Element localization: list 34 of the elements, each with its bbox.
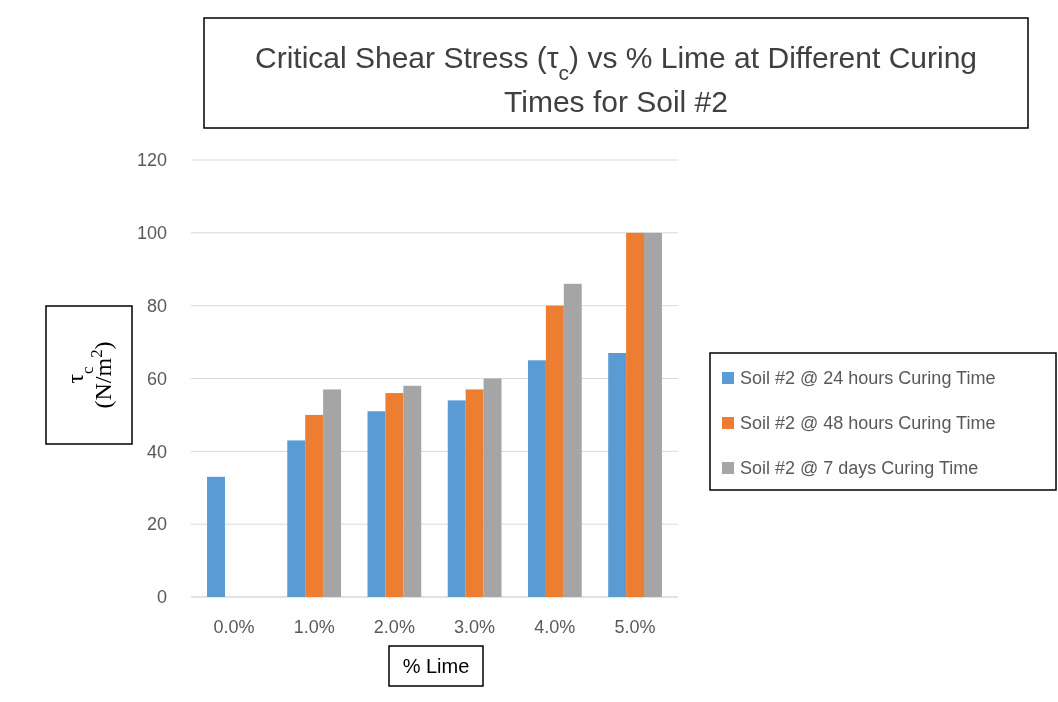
legend-label: Soil #2 @ 48 hours Curing Time: [740, 413, 996, 434]
x-tick-label: 1.0%: [293, 617, 335, 637]
bar: [447, 400, 466, 597]
bar: [385, 393, 404, 597]
bar: [305, 414, 324, 597]
bar: [626, 232, 645, 597]
x-tick-label: 2.0%: [373, 617, 415, 637]
legend-label: Soil #2 @ 24 hours Curing Time: [740, 368, 996, 389]
legend-label: Soil #2 @ 7 days Curing Time: [740, 458, 979, 479]
y-tick-label: 40: [146, 441, 167, 462]
bar: [527, 360, 546, 597]
y-tick-label: 0: [156, 587, 167, 608]
y-tick-label: 20: [146, 514, 167, 535]
bar: [644, 232, 662, 597]
bar: [563, 283, 582, 597]
bar: [465, 389, 484, 597]
bar: [323, 389, 342, 597]
y-tick-label: 100: [136, 223, 167, 244]
x-tick-label: 5.0%: [614, 617, 656, 637]
x-axis-title: % Lime: [402, 655, 470, 677]
bar: [608, 353, 627, 597]
y-tick-label: 80: [146, 295, 167, 316]
y-tick-label: 120: [136, 150, 167, 171]
y-tick-label: 60: [146, 368, 167, 389]
bar: [367, 411, 386, 597]
chart-title: Critical Shear Stress (τ$_{c}$) vs % Lime at Different Curing Times for Soil #2: [254, 41, 978, 118]
bar: [483, 378, 502, 597]
bar: [545, 305, 564, 597]
bar: [287, 440, 306, 597]
x-tick-label: 0.0%: [213, 617, 255, 637]
x-tick-label: 3.0%: [454, 617, 496, 637]
bar: [207, 476, 225, 597]
bar: [403, 385, 422, 597]
x-tick-label: 4.0%: [534, 617, 576, 637]
